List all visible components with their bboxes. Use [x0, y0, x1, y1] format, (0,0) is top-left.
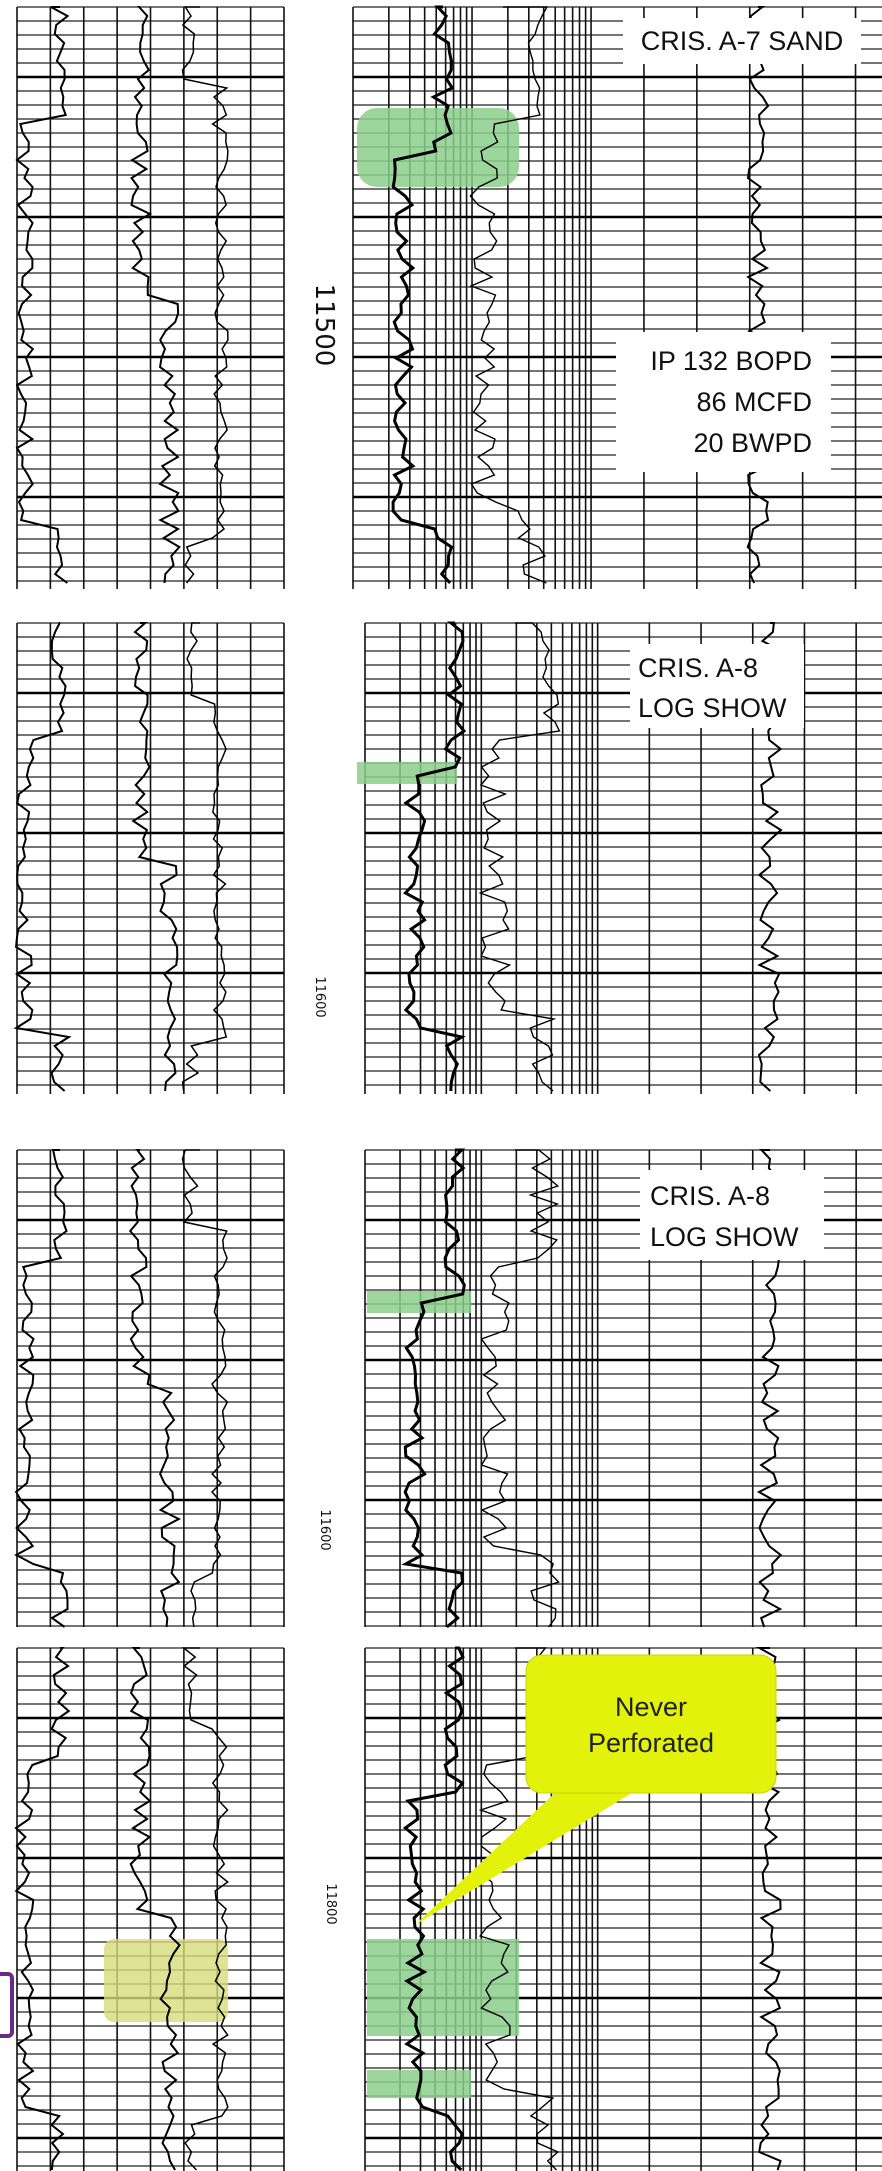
label: CRIS. A-8: [638, 653, 758, 683]
test-line: IP 132 BOPD: [650, 346, 812, 376]
grid-lines: [352, 7, 857, 589]
curves: [13, 5, 783, 2171]
depth: 11800: [323, 1883, 338, 1924]
grid-lines: [364, 623, 857, 1094]
grid-lines: [364, 1648, 857, 2171]
log-curve: [131, 622, 179, 1092]
grid-lines: [364, 1150, 857, 1627]
pay-zone: [357, 762, 457, 784]
log-curve: [745, 6, 770, 584]
pay-zone: [367, 1939, 519, 2036]
log-curve: [128, 1149, 182, 1628]
grid-lines: [353, 75, 882, 499]
callout: [525, 1654, 777, 1794]
label: LOG SHOW: [638, 693, 787, 723]
log-curve: [14, 1647, 71, 2171]
log-curve: [181, 1647, 229, 2171]
grid-lines: [16, 1150, 285, 1627]
grid-lines: [16, 1648, 285, 2171]
depth: 11600: [312, 976, 327, 1017]
log-curve: [469, 6, 549, 584]
log-curve: [401, 1148, 466, 1629]
depth: 11600: [317, 1509, 332, 1550]
log-curve: [14, 1149, 69, 1628]
label-box: [630, 644, 804, 728]
grid-lines: [16, 623, 285, 1094]
callout-text: Never: [615, 1692, 687, 1722]
test-line: 86 MCFD: [696, 387, 812, 417]
log-curve: [181, 1149, 229, 1628]
label-box: [640, 1170, 824, 1260]
log-curve: [181, 6, 229, 584]
yellow-zone: [104, 1939, 228, 2022]
label: LOG SHOW: [650, 1222, 799, 1252]
callout-text: Perforated: [588, 1728, 714, 1758]
log-curve: [129, 1647, 181, 2171]
log-curve: [402, 1646, 465, 2171]
marker-box: [0, 1972, 14, 2038]
label: CRIS. A-7 SAND: [641, 26, 844, 56]
log-curve: [181, 622, 228, 1092]
grid-lines: [17, 691, 284, 975]
log-curve: [478, 622, 561, 1092]
depth: 11500: [309, 284, 339, 367]
log-curve: [15, 6, 70, 584]
log-curve: [130, 6, 181, 584]
grid-lines: [17, 75, 284, 499]
grid-lines: [16, 7, 285, 589]
label: CRIS. A-8: [650, 1181, 770, 1211]
log-curve: [403, 621, 467, 1092]
test-box: [616, 332, 831, 472]
log-curve: [480, 1149, 560, 1628]
grid-lines: [17, 1218, 284, 1502]
label-box: [623, 18, 861, 64]
log-curve: [13, 622, 72, 1092]
test-line: 20 BWPD: [693, 428, 812, 458]
log-curve: [391, 5, 455, 585]
pay-zone: [357, 108, 519, 187]
callout-tail: [415, 1788, 640, 1925]
grid-lines: [17, 1716, 284, 2140]
